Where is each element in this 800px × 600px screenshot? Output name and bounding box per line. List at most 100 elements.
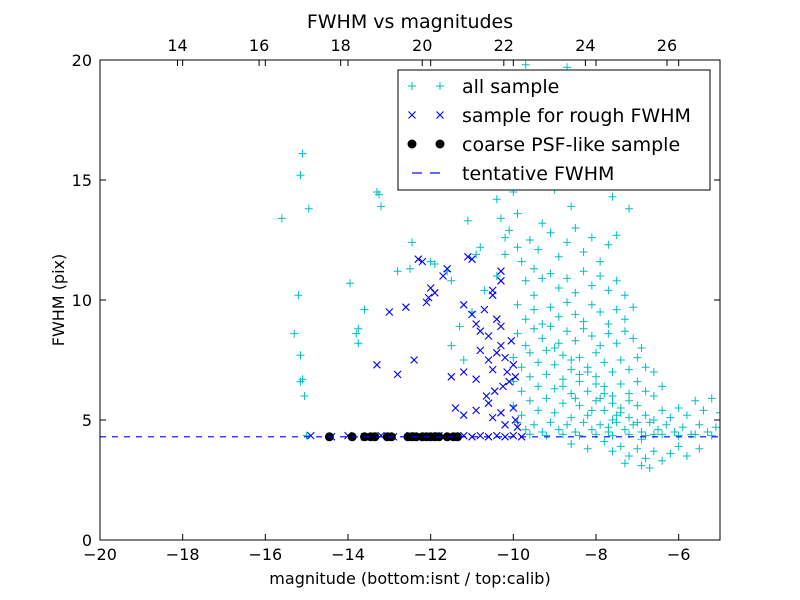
all-sample-point <box>674 404 683 412</box>
all-sample-point <box>629 303 638 312</box>
rough-fwhm-point <box>472 406 481 415</box>
rough-fwhm-point <box>439 272 447 280</box>
all-sample-point <box>521 341 530 350</box>
all-sample-point <box>587 425 596 434</box>
all-sample-point <box>587 332 596 340</box>
all-sample-point <box>302 431 311 440</box>
all-sample-point <box>596 420 605 429</box>
all-sample-point <box>641 411 650 420</box>
all-sample-point <box>546 228 555 237</box>
rough-fwhm-point <box>499 382 507 391</box>
rough-fwhm-point <box>422 298 431 307</box>
rough-fwhm-point <box>443 264 452 273</box>
all-sample-point <box>608 368 617 376</box>
all-sample-point <box>649 447 658 456</box>
all-sample-point <box>290 329 299 338</box>
all-sample-point <box>674 442 683 451</box>
legend-swatch-rough-fwhm <box>436 111 444 119</box>
all-sample-point <box>604 329 613 338</box>
all-sample-point <box>563 420 572 429</box>
all-sample-point <box>530 291 538 300</box>
all-sample-point <box>377 202 386 211</box>
all-sample-point <box>658 382 667 391</box>
rough-fwhm-point <box>459 368 468 376</box>
all-sample-point <box>513 329 522 338</box>
all-sample-point <box>579 248 588 256</box>
rough-fwhm-point <box>501 432 509 441</box>
all-sample-point <box>538 334 547 343</box>
all-sample-point <box>563 327 572 336</box>
all-sample-point <box>620 327 629 336</box>
all-sample-point <box>563 238 572 247</box>
rough-fwhm-point <box>393 370 402 379</box>
rough-fwhm-point <box>482 392 491 400</box>
rough-fwhm-point <box>511 416 520 424</box>
all-sample-point <box>637 344 646 352</box>
all-sample-point <box>360 305 369 314</box>
all-sample-point <box>575 353 584 362</box>
all-sample-point <box>534 245 543 254</box>
all-sample-point <box>571 394 580 403</box>
x-tick-label: −18 <box>166 545 200 564</box>
all-sample-point <box>596 341 605 350</box>
rough-fwhm-point <box>492 431 501 440</box>
all-sample-point <box>674 431 683 440</box>
rough-fwhm-point <box>410 356 419 364</box>
y-tick-label: 15 <box>72 171 92 190</box>
all-sample-point <box>625 389 634 398</box>
all-sample-point <box>447 341 456 350</box>
rough-fwhm-point <box>490 387 499 396</box>
rough-fwhm-point <box>488 413 497 422</box>
all-sample-point <box>554 425 563 434</box>
all-sample-point <box>300 392 309 400</box>
all-sample-point <box>571 428 580 436</box>
bottom-x-axis: −20 −18 −16 −14 −12 −10 −8 −6 <box>83 60 690 564</box>
rough-fwhm-point <box>507 336 516 345</box>
top-x-tick-label: 22 <box>494 36 514 55</box>
y-axis-label: FWHM (pix) <box>49 254 68 347</box>
plot-area <box>100 60 720 472</box>
rough-fwhm-point <box>463 252 472 261</box>
all-sample-point <box>600 406 609 415</box>
top-x-tick-label: 20 <box>412 36 432 55</box>
all-sample-point <box>354 339 363 348</box>
all-sample-point <box>463 216 472 225</box>
rough-fwhm-point <box>492 348 501 357</box>
all-sample-point <box>575 431 584 440</box>
legend-swatch-psf-like <box>435 139 445 149</box>
all-sample-point <box>525 372 534 381</box>
all-sample-point <box>633 418 642 427</box>
legend-swatch-rough-fwhm <box>408 111 416 119</box>
all-sample-point <box>567 389 576 398</box>
rough-fwhm-point <box>509 360 518 369</box>
all-sample-point <box>666 449 675 458</box>
all-sample-point <box>455 322 464 331</box>
all-sample-point <box>612 411 621 420</box>
all-sample-point <box>294 291 303 300</box>
rough-fwhm-point <box>513 423 522 432</box>
x-tick-label: −20 <box>83 545 117 564</box>
rough-fwhm-point <box>497 276 505 285</box>
all-sample-point <box>616 356 625 364</box>
all-sample-point <box>509 353 518 362</box>
rough-fwhm-point <box>385 308 394 316</box>
rough-fwhm-point <box>501 420 509 429</box>
all-sample-point <box>558 382 567 391</box>
all-sample-point <box>699 406 708 415</box>
legend: all sample sample for rough FWHM coarse … <box>397 69 711 191</box>
rough-fwhm-point <box>484 356 493 364</box>
all-sample-point <box>558 430 567 439</box>
all-sample-point <box>496 214 505 223</box>
rough-fwhm-point <box>488 365 497 374</box>
all-sample-point <box>542 370 551 379</box>
all-sample-point <box>608 431 617 440</box>
legend-swatch-psf-like <box>407 139 417 149</box>
all-sample-point <box>583 387 592 396</box>
rough-fwhm-point <box>418 257 427 266</box>
all-sample-point <box>550 408 559 417</box>
all-sample-point <box>620 291 629 300</box>
all-sample-point <box>304 204 313 213</box>
all-sample-point <box>641 431 650 440</box>
all-sample-point <box>567 365 576 374</box>
all-sample-point <box>534 358 543 367</box>
